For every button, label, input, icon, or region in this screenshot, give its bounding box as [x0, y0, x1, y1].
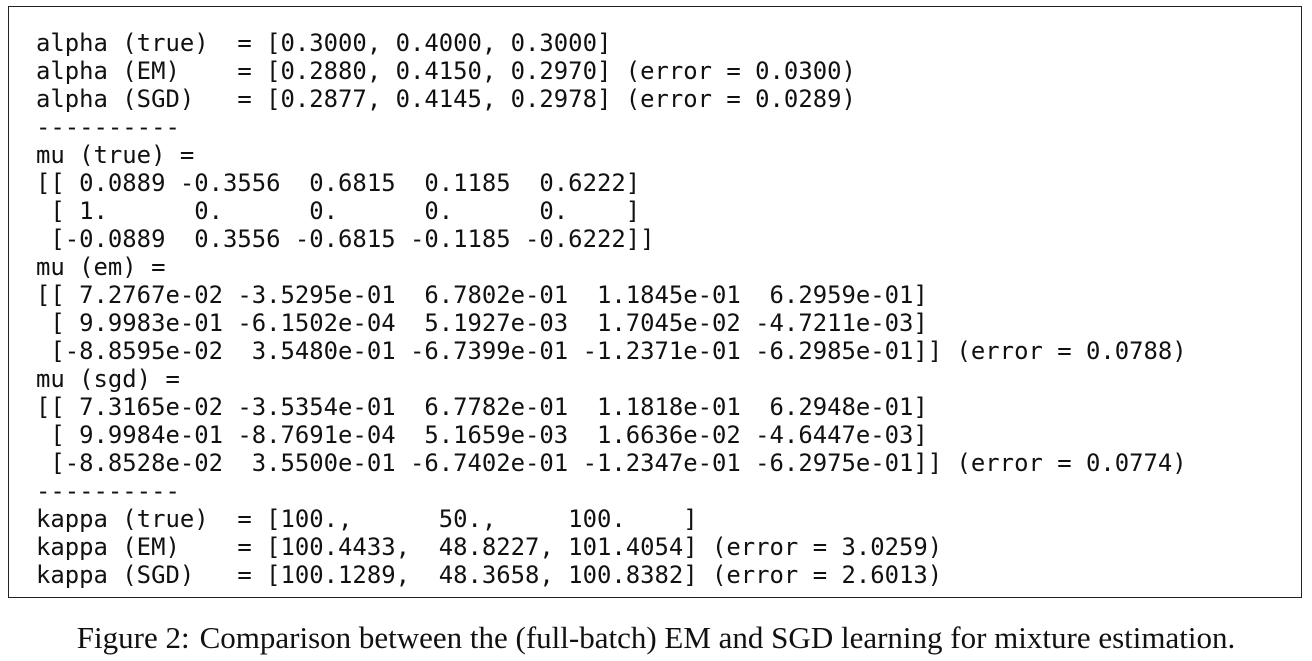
code-line-alpha-true: alpha (true) = [0.3000, 0.4000, 0.3000]: [36, 29, 612, 57]
code-output: alpha (true) = [0.3000, 0.4000, 0.3000] a…: [36, 29, 1187, 589]
code-output-box: alpha (true) = [0.3000, 0.4000, 0.3000] a…: [8, 6, 1302, 598]
code-line-mu-em-row: [[ 7.2767e-02 -3.5295e-01 6.7802e-01 1.1…: [36, 281, 928, 309]
code-line-mu-sgd-header: mu (sgd) =: [36, 365, 180, 393]
code-line-mu-true-header: mu (true) =: [36, 141, 195, 169]
figure-caption-text: Comparison between the (full-batch) EM a…: [199, 620, 1236, 655]
code-line-alpha-sgd: alpha (SGD) = [0.2877, 0.4145, 0.2978] (…: [36, 85, 856, 113]
code-line-separator: ----------: [36, 477, 180, 505]
code-line-alpha-em: alpha (EM) = [0.2880, 0.4150, 0.2970] (e…: [36, 57, 856, 85]
code-line-mu-em-row: [ 9.9983e-01 -6.1502e-04 5.1927e-03 1.70…: [36, 309, 928, 337]
code-line-kappa-true: kappa (true) = [100., 50., 100. ]: [36, 505, 698, 533]
code-line-separator: ----------: [36, 113, 180, 141]
code-line-mu-em-row: [-8.8595e-02 3.5480e-01 -6.7399e-01 -1.2…: [36, 337, 1187, 365]
code-line-mu-sgd-row: [[ 7.3165e-02 -3.5354e-01 6.7782e-01 1.1…: [36, 393, 928, 421]
code-line-mu-true-row: [-0.0889 0.3556 -0.6815 -0.1185 -0.6222]…: [36, 225, 655, 253]
code-line-kappa-sgd: kappa (SGD) = [100.1289, 48.3658, 100.83…: [36, 561, 943, 589]
figure-caption-label: Figure 2:: [76, 620, 190, 655]
figure-caption: Figure 2: Comparison between the (full-ba…: [0, 618, 1312, 658]
code-line-mu-true-row: [ 1. 0. 0. 0. 0. ]: [36, 197, 641, 225]
code-line-mu-em-header: mu (em) =: [36, 253, 166, 281]
code-line-mu-sgd-row: [-8.8528e-02 3.5500e-01 -6.7402e-01 -1.2…: [36, 449, 1187, 477]
code-line-mu-sgd-row: [ 9.9984e-01 -8.7691e-04 5.1659e-03 1.66…: [36, 421, 928, 449]
code-line-kappa-em: kappa (EM) = [100.4433, 48.8227, 101.405…: [36, 533, 943, 561]
code-line-mu-true-row: [[ 0.0889 -0.3556 0.6815 0.1185 0.6222]: [36, 169, 641, 197]
